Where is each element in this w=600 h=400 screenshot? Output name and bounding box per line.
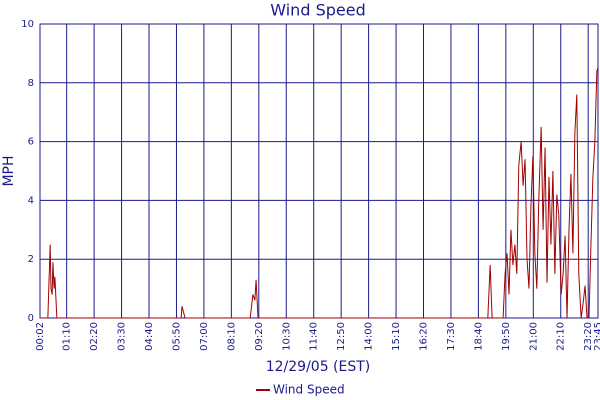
x-tick-label: 05:50 — [171, 322, 182, 351]
plot-area — [39, 23, 599, 319]
x-tick-label: 19:50 — [501, 322, 512, 351]
x-tick-label: 18:40 — [473, 322, 484, 351]
x-tick-label: 07:00 — [199, 322, 210, 351]
x-tick-label: 12:50 — [336, 322, 347, 351]
x-tick-label: 23:45 — [593, 322, 600, 351]
x-tick-label: 03:30 — [117, 322, 128, 351]
x-tick-label: 08:10 — [226, 322, 237, 351]
y-axis-label: MPH — [1, 155, 17, 186]
x-tick-label: 09:20 — [254, 322, 265, 351]
y-tick-label: 0 — [28, 313, 34, 324]
x-tick-label: 00:02 — [35, 322, 46, 351]
x-tick-label: 15:10 — [391, 322, 402, 351]
chart-title: Wind Speed — [270, 1, 365, 20]
x-axis-label: 12/29/05 (EST) — [266, 359, 371, 375]
x-tick-label: 21:00 — [528, 322, 539, 351]
y-tick-label: 6 — [28, 137, 34, 148]
x-tick-label: 01:10 — [62, 322, 73, 351]
x-tick-label: 02:20 — [89, 322, 100, 351]
x-tick-label: 14:00 — [364, 322, 375, 351]
y-tick-label: 8 — [28, 78, 34, 89]
x-tick-label: 11:40 — [309, 322, 320, 351]
x-tick-label: 16:20 — [419, 322, 430, 351]
y-tick-label: 10 — [21, 19, 34, 30]
y-tick-label: 4 — [28, 195, 34, 206]
data-line — [40, 67, 599, 319]
x-tick-label: 04:40 — [144, 322, 155, 351]
x-tick-label: 10:30 — [281, 322, 292, 351]
y-tick-label: 2 — [28, 254, 34, 265]
x-tick-label: 23:20 — [583, 322, 594, 351]
x-tick-label: 17:30 — [446, 322, 457, 351]
x-tick-label: 22:10 — [556, 322, 567, 351]
legend-label: Wind Speed — [273, 383, 345, 397]
